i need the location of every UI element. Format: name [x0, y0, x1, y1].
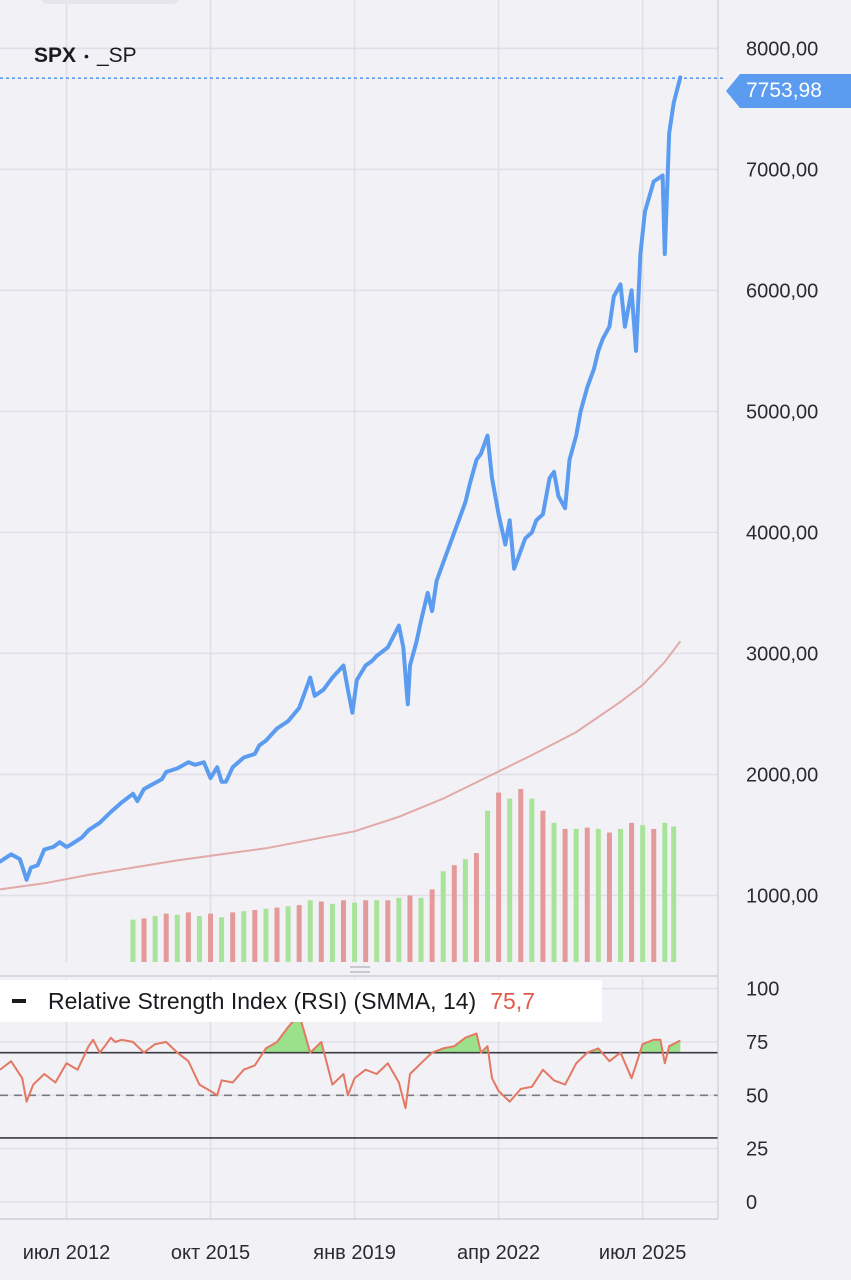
- volume-bar: [363, 900, 369, 962]
- volume-bar: [141, 918, 147, 962]
- volume-bars: [130, 788, 677, 962]
- volume-bar: [562, 828, 568, 962]
- moving-average-line: [0, 640, 682, 891]
- volume-bar: [518, 788, 524, 962]
- rsi-tick-label: 75: [746, 1032, 768, 1054]
- price-tick-label: 5000,00: [746, 401, 818, 423]
- rsi-tick-label: 100: [746, 979, 779, 1001]
- time-tick-label: апр 2022: [457, 1242, 540, 1264]
- volume-bar: [296, 905, 302, 962]
- volume-bar: [318, 901, 324, 962]
- volume-bar: [671, 826, 677, 962]
- volume-bar: [252, 909, 258, 962]
- volume-bar: [573, 828, 579, 962]
- volume-bar: [352, 902, 358, 962]
- volume-bar: [540, 810, 546, 962]
- volume-bar: [595, 828, 601, 962]
- time-tick-label: июл 2012: [23, 1242, 110, 1264]
- volume-bar: [662, 822, 668, 962]
- volume-bar: [230, 912, 236, 962]
- panel-resize-handle[interactable]: [350, 966, 370, 968]
- ticker-symbol[interactable]: SPX: [34, 44, 77, 67]
- price-axis: 8000,00 7000,00 6000,00 5000,00 4000,00 3000,…: [746, 38, 818, 907]
- volume-bar: [152, 916, 158, 962]
- price-tick-label: 3000,00: [746, 643, 818, 665]
- separator-dot: •: [84, 48, 89, 64]
- volume-bar: [640, 825, 646, 962]
- price-tick-label: 4000,00: [746, 522, 818, 544]
- volume-bar: [185, 912, 191, 962]
- time-axis: июл 2012 окт 2015 янв 2019 апр 2022 июл 2025: [23, 1242, 687, 1264]
- panel-resize-handle-line[interactable]: [350, 971, 370, 973]
- last-price-value: 7753,98: [746, 79, 822, 102]
- rsi-legend-swatch: [12, 999, 26, 1003]
- volume-bar: [274, 907, 280, 962]
- rsi-legend-value: 75,7: [490, 987, 535, 1014]
- rsi-overbought-area: [667, 1040, 681, 1053]
- volume-bar: [496, 792, 502, 962]
- volume-bar: [285, 906, 291, 962]
- volume-bar: [418, 897, 424, 962]
- volume-bar: [374, 900, 380, 962]
- volume-bar: [440, 871, 446, 962]
- rsi-legend[interactable]: Relative Strength Index (RSI) (SMMA, 14)…: [0, 980, 602, 1022]
- volume-bar: [196, 916, 202, 962]
- price-tick-label: 6000,00: [746, 280, 818, 302]
- volume-bar: [507, 798, 513, 962]
- time-tick-label: янв 2019: [313, 1242, 396, 1264]
- rsi-legend-label: Relative Strength Index (RSI) (SMMA, 14): [48, 987, 477, 1014]
- volume-bar: [174, 914, 180, 962]
- volume-bar: [451, 865, 457, 962]
- time-tick-label: июл 2025: [599, 1242, 686, 1264]
- exchange-label: _SP: [96, 44, 137, 67]
- volume-bar: [606, 832, 612, 962]
- top-tab-stub[interactable]: [40, 0, 180, 4]
- price-line: [0, 75, 683, 882]
- rsi-line: [0, 1013, 681, 1110]
- volume-bar: [629, 822, 635, 962]
- volume-bar: [396, 897, 402, 962]
- volume-bar: [219, 917, 225, 962]
- volume-bar: [163, 913, 169, 962]
- volume-bar: [241, 911, 247, 962]
- volume-bar: [485, 810, 491, 962]
- volume-bar: [208, 913, 214, 962]
- price-tick-label: 2000,00: [746, 764, 818, 786]
- time-tick-label: окт 2015: [171, 1242, 250, 1264]
- volume-bar: [429, 889, 435, 962]
- price-tick-label: 7000,00: [746, 159, 818, 181]
- volume-bar: [307, 900, 313, 962]
- volume-bar: [407, 895, 413, 962]
- volume-bar: [385, 900, 391, 962]
- volume-bar: [651, 828, 657, 962]
- rsi-tick-label: 0: [746, 1192, 757, 1214]
- volume-bar: [462, 859, 468, 962]
- rsi-overbought-area: [263, 1014, 325, 1053]
- rsi-axis: 100 75 50 25 0: [746, 979, 779, 1214]
- chart-header: SPX • _SP: [34, 44, 137, 68]
- volume-bar: [130, 919, 136, 962]
- price-tick-label: 8000,00: [746, 38, 818, 60]
- volume-bar: [551, 822, 557, 962]
- volume-bar: [529, 798, 535, 962]
- price-tick-label: 1000,00: [746, 885, 818, 907]
- volume-bar: [340, 900, 346, 962]
- rsi-level-lines: [0, 1051, 718, 1139]
- volume-bar: [263, 908, 269, 962]
- volume-bar: [473, 853, 479, 962]
- price-gridlines: [0, 0, 718, 962]
- volume-bar: [584, 827, 590, 962]
- last-price-tag: 7753,98: [726, 74, 851, 108]
- volume-bar: [329, 903, 335, 962]
- rsi-tick-label: 50: [746, 1085, 768, 1107]
- volume-bar: [618, 828, 623, 962]
- rsi-tick-label: 25: [746, 1139, 768, 1161]
